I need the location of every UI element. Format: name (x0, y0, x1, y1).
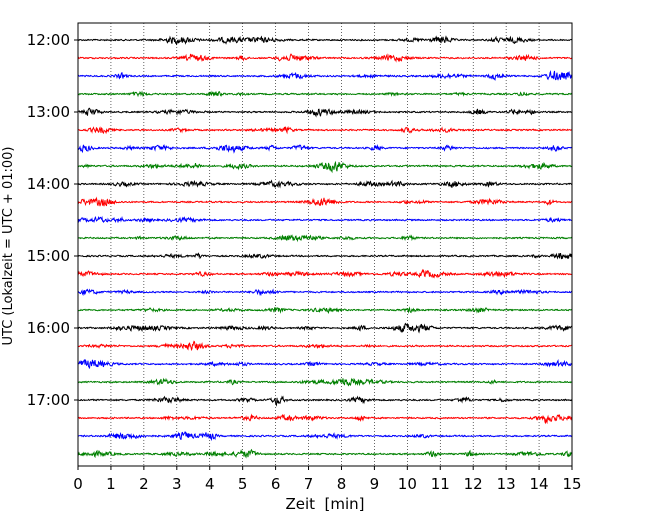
seismic-trace (77, 448, 573, 459)
y-tick-label: 12:00 (27, 31, 70, 49)
y-tick-label: 15:00 (27, 247, 70, 265)
y-axis-label: UTC (Lokalzeit = UTC + 01:00) (1, 147, 16, 346)
seismic-trace (77, 268, 573, 279)
y-tick-label: 13:00 (27, 103, 70, 121)
x-tick-label: 13 (497, 475, 516, 493)
x-tick-label: 6 (271, 475, 281, 493)
seismic-trace (77, 215, 573, 224)
x-tick-label: 10 (398, 475, 417, 493)
seismic-trace (77, 340, 573, 352)
x-tick-label: 1 (106, 475, 116, 493)
y-axis-ticks: 12:00 13:00 14:00 15:00 16:00 17:00 (27, 31, 78, 409)
seismic-trace (77, 196, 573, 207)
x-tick-label: 11 (431, 475, 450, 493)
seismic-trace (77, 431, 573, 442)
seismic-trace (77, 358, 573, 369)
x-tick-label: 7 (304, 475, 314, 493)
seismic-trace (77, 234, 573, 243)
seismic-trace (77, 53, 573, 63)
x-tick-label: 2 (139, 475, 149, 493)
x-tick-label: 9 (370, 475, 380, 493)
seismic-trace (77, 179, 573, 189)
seismic-trace (77, 35, 573, 46)
seismic-trace (77, 160, 573, 174)
grid-lines (110, 23, 540, 466)
x-tick-label: 3 (172, 475, 182, 493)
x-axis-ticks: 0 1 2 3 4 5 6 7 8 9 10 11 12 13 14 15 (73, 466, 582, 493)
seismic-trace (77, 70, 573, 81)
seismic-trace (77, 395, 573, 407)
seismic-trace (77, 125, 573, 135)
plot-background (78, 23, 572, 466)
x-tick-label: 12 (464, 475, 483, 493)
seismic-trace (77, 90, 573, 98)
y-tick-label: 16:00 (27, 319, 70, 337)
x-tick-label: 0 (73, 475, 83, 493)
seismic-trace (77, 322, 573, 334)
seismic-trace (77, 288, 573, 297)
x-tick-label: 8 (337, 475, 347, 493)
plot-frame (77, 22, 573, 467)
seismic-trace (77, 252, 573, 260)
x-tick-label: 4 (205, 475, 215, 493)
seismic-trace (77, 377, 573, 387)
y-tick-label: 17:00 (27, 391, 70, 409)
seismic-trace (77, 107, 573, 118)
x-tick-label: 15 (562, 475, 581, 493)
seismic-trace (77, 413, 573, 425)
x-tick-label: 5 (238, 475, 248, 493)
y-tick-label: 14:00 (27, 175, 70, 193)
seismic-trace (77, 144, 573, 154)
seismic-trace (77, 306, 573, 315)
x-tick-label: 14 (530, 475, 549, 493)
trace-group (77, 35, 573, 459)
x-axis-label: Zeit [min] (285, 495, 364, 513)
